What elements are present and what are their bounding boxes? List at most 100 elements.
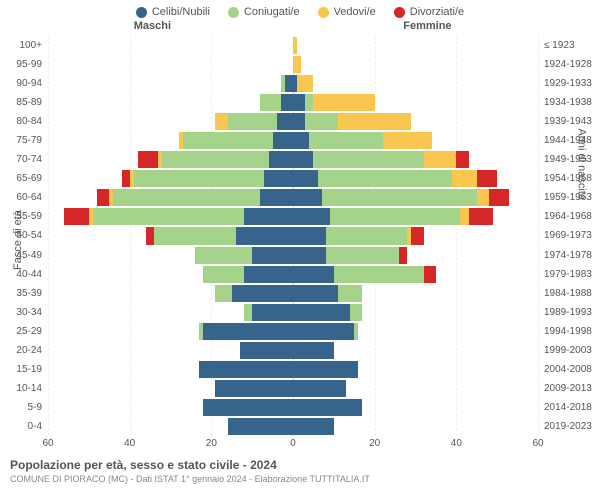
bar-segment-female	[305, 113, 338, 130]
legend-swatch	[318, 7, 329, 18]
bar-segment-female	[477, 170, 497, 187]
bar-segment-female	[293, 227, 326, 244]
bar-segment-female	[313, 94, 374, 111]
bar-segment-male	[281, 94, 293, 111]
bar-segment-male	[236, 227, 293, 244]
legend-item: Vedovi/e	[318, 6, 376, 18]
plot-area: 100+≤ 192395-991924-192890-941929-193385…	[0, 36, 600, 436]
bar-segment-male	[158, 151, 162, 168]
age-label: 75-79	[0, 135, 42, 146]
x-axis: 6040200204060	[0, 438, 600, 452]
legend-swatch	[228, 7, 239, 18]
bar-segment-male	[273, 132, 293, 149]
age-label: 90-94	[0, 78, 42, 89]
bar-segment-female	[354, 323, 358, 340]
bar-segment-male	[252, 247, 293, 264]
male-label: Maschi	[134, 20, 171, 32]
bar-segment-female	[477, 189, 489, 206]
birth-year-label: 1954-1958	[544, 173, 600, 184]
bar-segment-male	[285, 75, 293, 92]
bar-segment-female	[293, 37, 297, 54]
age-label: 10-14	[0, 383, 42, 394]
bar-segment-female	[456, 151, 468, 168]
legend-label: Coniugati/e	[244, 6, 300, 18]
bar-segment-male	[277, 113, 293, 130]
age-label: 20-24	[0, 345, 42, 356]
bar-segment-female	[293, 418, 334, 435]
birth-year-label: 1974-1978	[544, 250, 600, 261]
age-row: 45-491974-1978	[0, 246, 600, 265]
age-row: 85-89 1934-1938	[0, 93, 600, 112]
age-label: 60-64	[0, 192, 42, 203]
bar-segment-female	[452, 170, 477, 187]
age-row: 15-192004-2008	[0, 360, 600, 379]
x-tick: 60	[42, 438, 53, 449]
age-row: 55-591964-1968	[0, 207, 600, 226]
bar-segment-female	[326, 247, 400, 264]
bar-segment-male	[269, 151, 294, 168]
bar-segment-female	[318, 170, 453, 187]
bar-segment-female	[293, 208, 330, 225]
legend-label: Celibi/Nubili	[152, 6, 210, 18]
age-row: 0-42019-2023	[0, 417, 600, 436]
bar-segment-female	[293, 113, 305, 130]
legend-label: Divorziati/e	[410, 6, 464, 18]
legend-item: Coniugati/e	[228, 6, 300, 18]
birth-year-label: 2009-2013	[544, 383, 600, 394]
birth-year-label: 1994-1998	[544, 326, 600, 337]
bar-segment-male	[183, 132, 273, 149]
bar-segment-female	[293, 266, 334, 283]
bar-segment-female	[293, 399, 362, 416]
age-row: 30-341989-1993	[0, 303, 600, 322]
bar-segment-female	[334, 266, 424, 283]
bar-segment-male	[215, 380, 293, 397]
x-tick: 40	[124, 438, 135, 449]
chart-title: Popolazione per età, sesso e stato civil…	[10, 458, 590, 472]
bar-segment-female	[293, 56, 301, 73]
bar-segment-male	[244, 208, 293, 225]
age-label: 85-89	[0, 97, 42, 108]
bar-segment-female	[424, 151, 457, 168]
birth-year-label: 1934-1938	[544, 97, 600, 108]
bar-segment-male	[97, 189, 109, 206]
age-label: 5-9	[0, 402, 42, 413]
bar-segment-female	[460, 208, 468, 225]
birth-year-label: 1959-1963	[544, 192, 600, 203]
age-row: 60-64 1959-1963	[0, 188, 600, 207]
age-row: 75-791944-1948	[0, 131, 600, 150]
x-tick: 60	[532, 438, 543, 449]
bar-segment-male	[260, 189, 293, 206]
bar-segment-male	[228, 418, 293, 435]
bar-segment-female	[338, 285, 363, 302]
bar-segment-female	[326, 227, 408, 244]
bar-segment-female	[322, 189, 477, 206]
age-label: 80-84	[0, 116, 42, 127]
y-axis-title-right: Anni di nascita	[576, 128, 588, 200]
age-row: 95-991924-1928	[0, 55, 600, 74]
bar-segment-male	[162, 151, 268, 168]
bar-segment-male	[93, 208, 244, 225]
birth-year-label: 1964-1968	[544, 211, 600, 222]
bar-segment-male	[199, 323, 203, 340]
bar-segment-female	[293, 170, 318, 187]
population-pyramid-chart: Celibi/Nubili Coniugati/e Vedovi/e Divorzia…	[0, 0, 600, 500]
birth-year-label: 2014-2018	[544, 402, 600, 413]
age-label: 95-99	[0, 59, 42, 70]
birth-year-label: 1999-2003	[544, 345, 600, 356]
age-row: 25-291994-1998	[0, 322, 600, 341]
bar-segment-male	[264, 170, 293, 187]
footer: Popolazione per età, sesso e stato civil…	[0, 452, 600, 484]
birth-year-label: 1949-1953	[544, 154, 600, 165]
bar-segment-female	[313, 151, 423, 168]
age-row: 10-14 2009-2013	[0, 379, 600, 398]
bar-segment-female	[469, 208, 494, 225]
bar-segment-female	[330, 208, 461, 225]
legend-swatch	[394, 7, 405, 18]
birth-year-label: 2019-2023	[544, 421, 600, 432]
x-tick: 20	[369, 438, 380, 449]
age-row: 20-24 1999-2003	[0, 341, 600, 360]
bar-segment-female	[399, 247, 407, 264]
bar-segment-male	[199, 361, 293, 378]
bar-segment-male	[146, 227, 154, 244]
bar-segment-female	[411, 227, 423, 244]
